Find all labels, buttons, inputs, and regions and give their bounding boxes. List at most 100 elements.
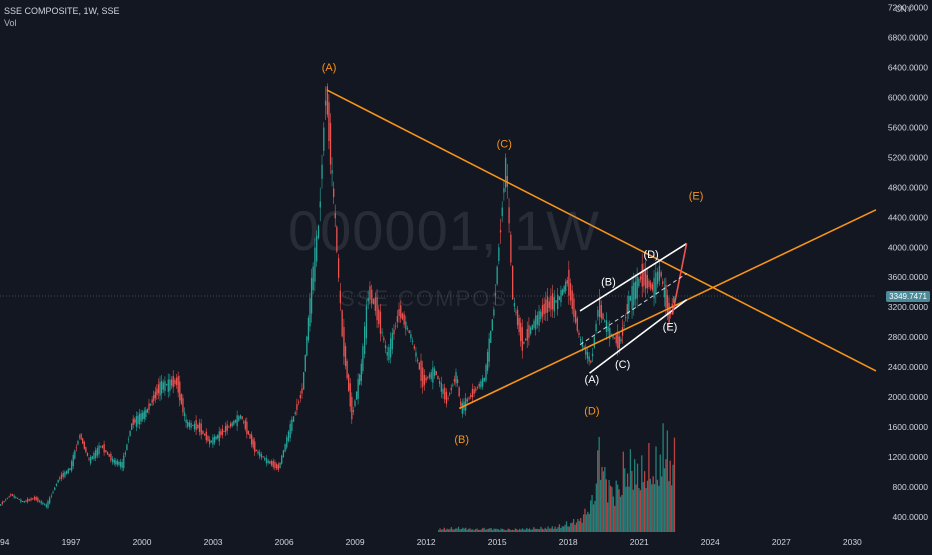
volume-bar xyxy=(666,430,669,532)
volume-bar xyxy=(482,528,484,532)
volume-bar xyxy=(594,500,596,532)
x-tick-label: 2027 xyxy=(772,537,791,547)
candle-body xyxy=(316,235,318,262)
candle-body xyxy=(561,289,564,295)
candle-body xyxy=(468,397,470,399)
candle-body xyxy=(613,337,616,339)
candle-body xyxy=(321,164,323,179)
y-tick-label: 3600.0000 xyxy=(888,272,928,282)
candle-body xyxy=(132,418,134,425)
volume-bar xyxy=(440,529,443,532)
candle-body xyxy=(620,339,622,342)
y-tick-label: 2800.0000 xyxy=(888,332,928,342)
volume-bar xyxy=(607,502,609,532)
candle-body xyxy=(418,362,421,370)
volume-bar xyxy=(439,528,441,532)
candle-body xyxy=(636,276,638,299)
candle-body xyxy=(80,433,82,440)
candle-body xyxy=(625,317,627,319)
volume-bar xyxy=(490,528,492,532)
volume-indicator-label[interactable]: Vol xyxy=(4,18,17,28)
y-tick-label: 5600.0000 xyxy=(888,122,928,132)
candle-body xyxy=(590,360,592,363)
candle-body xyxy=(639,276,642,280)
candle-body xyxy=(365,305,368,339)
candle-body xyxy=(660,272,662,277)
candle-body xyxy=(317,225,320,239)
candle-body xyxy=(643,270,645,286)
candle-body xyxy=(137,415,139,425)
symbol-title[interactable]: SSE COMPOSITE, 1W, SSE xyxy=(4,6,120,16)
candle-body xyxy=(252,439,254,448)
candle-body xyxy=(432,367,434,383)
candle-body xyxy=(106,451,109,455)
candle-body xyxy=(357,379,359,399)
candle-body xyxy=(374,297,376,311)
candle-body xyxy=(461,403,463,414)
candle-body xyxy=(78,436,81,438)
volume-bar xyxy=(636,463,639,532)
candle-body xyxy=(480,381,482,388)
candle-body xyxy=(546,296,549,313)
volume-bar xyxy=(673,437,676,532)
volume-bar xyxy=(538,529,541,532)
candle-body xyxy=(543,303,545,315)
volume-bar xyxy=(589,500,592,532)
candle-body xyxy=(427,377,429,379)
candle-body xyxy=(486,352,489,371)
candle-body xyxy=(557,294,559,310)
candle-body xyxy=(207,436,209,441)
volume-bar xyxy=(645,488,647,532)
volume-bar xyxy=(483,527,485,532)
volume-bar xyxy=(504,530,507,532)
volume-bar xyxy=(648,443,650,532)
candle-body xyxy=(545,299,547,314)
candle-body xyxy=(466,399,469,402)
candle-body xyxy=(289,424,291,438)
candle-body xyxy=(420,360,422,381)
candle-body xyxy=(146,408,149,413)
volume-bar xyxy=(587,511,589,532)
volume-bar xyxy=(572,518,575,532)
candle-body xyxy=(91,456,93,460)
volume-bar xyxy=(599,479,602,532)
candle-body xyxy=(471,388,474,398)
candle-body xyxy=(498,247,500,261)
candle-body xyxy=(333,188,335,198)
x-tick-label: 2024 xyxy=(701,537,720,547)
candle-body xyxy=(209,439,211,445)
candle-body xyxy=(560,290,562,303)
candle-body xyxy=(337,258,340,278)
candle-body xyxy=(134,419,136,423)
candle-body xyxy=(190,423,192,428)
candle-body xyxy=(282,450,285,458)
volume-bar xyxy=(489,528,491,532)
candle-body xyxy=(638,278,640,287)
volume-bar xyxy=(668,481,670,532)
candle-body xyxy=(510,234,512,263)
volume-bar xyxy=(578,520,580,532)
volume-bar xyxy=(450,527,453,532)
candle-body xyxy=(352,410,355,412)
candle-body xyxy=(262,456,264,458)
wave-label: (E) xyxy=(663,321,678,333)
candle-body xyxy=(501,207,503,216)
volume-bar xyxy=(449,528,451,532)
candle-body xyxy=(504,157,507,188)
volume-bar xyxy=(524,529,526,532)
candle-body xyxy=(323,127,325,151)
volume-bar xyxy=(649,478,651,532)
candle-body xyxy=(27,498,29,502)
volume-bar xyxy=(486,529,488,532)
candle-body xyxy=(108,454,110,457)
wave-label: (A) xyxy=(322,62,337,74)
candle-body xyxy=(583,346,585,348)
candle-body xyxy=(233,420,235,425)
x-tick-label: 2006 xyxy=(275,537,294,547)
candle-body xyxy=(292,416,295,422)
volume-bar xyxy=(619,496,622,532)
candle-body xyxy=(45,504,47,507)
y-tick-label: 800.0000 xyxy=(893,482,929,492)
